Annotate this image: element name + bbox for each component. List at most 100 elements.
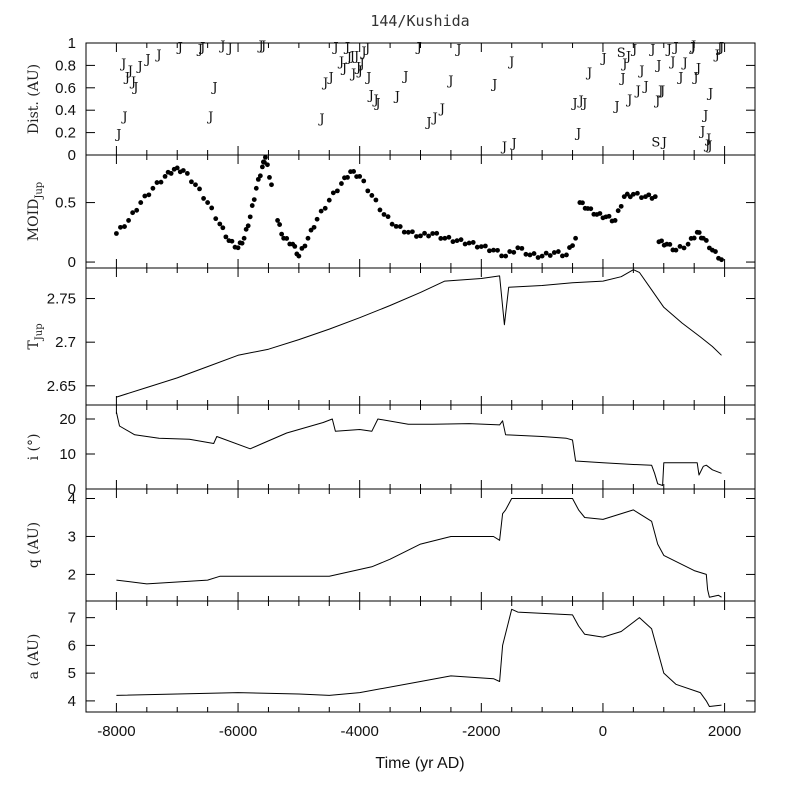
moid-point [138, 200, 144, 205]
close-approach-marker: J [717, 40, 724, 55]
close-approach-marker: J [337, 55, 344, 70]
close-approach-marker: J [585, 66, 592, 81]
moid-point [122, 224, 127, 229]
close-approach-marker: J [120, 110, 127, 125]
moid-point [495, 247, 500, 253]
moid-point [499, 253, 504, 259]
close-approach-marker: J [352, 49, 359, 64]
moid-point [685, 241, 691, 247]
close-approach-marker: J [671, 40, 678, 55]
y-tick-label: 0.5 [55, 195, 76, 212]
moid-point [426, 233, 432, 239]
close-approach-marker: J [401, 69, 408, 84]
close-approach-marker: J [689, 39, 696, 54]
y-tick-label: 20 [59, 411, 76, 428]
moid-point [618, 203, 624, 209]
x-tick-label: 2000 [708, 723, 741, 740]
moid-point [267, 175, 272, 180]
moid-point [635, 190, 640, 196]
close-approach-marker: J [680, 56, 687, 71]
moid-point [713, 249, 718, 254]
close-approach-marker: J [653, 94, 660, 109]
moid-point [646, 192, 652, 198]
moid-point [719, 257, 724, 263]
moid-point [606, 213, 612, 219]
close-approach-marker: J [624, 49, 631, 64]
close-approach-marker: J [713, 48, 720, 63]
close-approach-marker: J [321, 76, 328, 91]
moid-point [555, 249, 561, 254]
y-tick-label: 2 [68, 566, 76, 583]
close-approach-marker: J [510, 137, 517, 152]
close-approach-marker: J [618, 72, 625, 87]
moid-point [351, 169, 356, 174]
moid-point [547, 253, 553, 258]
moid-point [361, 178, 367, 184]
close-approach-marker: J [691, 71, 698, 86]
moid-point [275, 218, 280, 223]
close-approach-marker: J [143, 53, 150, 68]
moid-point [401, 229, 407, 235]
close-approach-marker: J [331, 40, 338, 55]
moid-point [146, 192, 152, 198]
moid-point [345, 175, 350, 180]
moid-point [369, 193, 375, 198]
close-approach-marker: J [507, 55, 514, 70]
y-tick-label: 0.2 [55, 125, 76, 142]
series-line-tjup [116, 269, 722, 398]
moid-point [213, 216, 219, 222]
moid-point [511, 249, 517, 255]
moid-point [438, 236, 444, 241]
moid-point [652, 194, 658, 200]
close-approach-marker: J [358, 57, 365, 72]
close-approach-marker: J [706, 86, 713, 101]
moid-point [470, 240, 476, 245]
moid-point [209, 205, 215, 211]
close-approach-marker: J [345, 50, 352, 65]
moid-point [249, 203, 255, 208]
moid-point [478, 244, 484, 249]
moid-point [630, 191, 636, 197]
moid-point [482, 243, 488, 249]
moid-point [580, 200, 585, 206]
moid-point [339, 181, 344, 186]
moid-point [205, 200, 211, 205]
close-approach-marker: J [349, 67, 356, 82]
moid-point [393, 223, 399, 229]
panel-perihelion: 2 3 4 q (AU) [26, 488, 756, 602]
close-approach-marker: J [438, 102, 445, 117]
close-approach-marker: J [123, 71, 130, 86]
close-approach-marker: J [648, 43, 655, 58]
moid-point [381, 212, 387, 217]
moid-point [397, 224, 403, 229]
x-tick-label: -6000 [219, 723, 257, 740]
close-approach-marker: J [625, 93, 632, 108]
moid-point [458, 237, 464, 243]
moid-point [229, 238, 235, 244]
y-tick-label: 0 [68, 147, 76, 164]
close-approach-marker: J [364, 71, 371, 86]
close-approach-marker: J [612, 100, 619, 115]
close-approach-marker: J [198, 40, 205, 55]
close-approach-marker: J [576, 94, 583, 109]
close-approach-marker: J [490, 77, 497, 92]
moid-point [334, 188, 340, 194]
moid-point [365, 188, 371, 194]
moid-point [573, 235, 578, 241]
moid-point [318, 208, 324, 214]
moid-point [527, 252, 533, 258]
moid-point [174, 165, 180, 171]
moid-point [154, 180, 160, 185]
moid-point [184, 171, 190, 176]
x-tick-label: -2000 [462, 723, 500, 740]
close-approach-marker: J [136, 59, 143, 74]
close-approach-marker: J [356, 64, 363, 79]
y-tick-label: 0.6 [55, 80, 76, 97]
close-approach-marker: J [393, 90, 400, 105]
close-approach-marker: J [415, 40, 422, 55]
moid-point [197, 186, 202, 192]
moid-point [269, 182, 274, 188]
